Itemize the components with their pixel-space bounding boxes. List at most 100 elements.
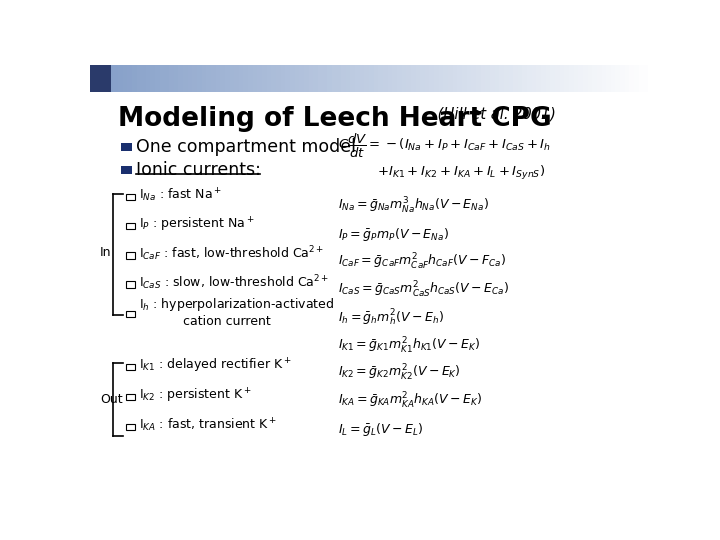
Bar [378, 65, 383, 92]
Bar [141, 65, 145, 92]
Bar [546, 65, 550, 92]
Bar [294, 65, 300, 92]
Bar [504, 65, 508, 92]
Bar [126, 281, 135, 288]
Bar [327, 65, 332, 92]
Bar [462, 65, 467, 92]
Text: I$_{CaS}$ : slow, low-threshold Ca$^{2+}$: I$_{CaS}$ : slow, low-threshold Ca$^{2+}… [138, 274, 329, 293]
Text: $I_{Na} = \bar{g}_{Na} m^3_{Na} h_{Na}(V - E_{Na})$: $I_{Na} = \bar{g}_{Na} m^3_{Na} h_{Na}(V… [338, 196, 490, 216]
Bar [481, 65, 485, 92]
Bar [215, 65, 220, 92]
Bar [290, 65, 294, 92]
Bar [126, 223, 135, 230]
Bar [90, 65, 111, 92]
Text: $I_{K2} = \bar{g}_{K2} m^2_{K2} (V - E_K)$: $I_{K2} = \bar{g}_{K2} m^2_{K2} (V - E_K… [338, 363, 461, 383]
Bar [126, 252, 135, 259]
Bar [318, 65, 323, 92]
Bar [425, 65, 429, 92]
Bar [341, 65, 346, 92]
Bar [266, 65, 271, 92]
Bar [536, 65, 541, 92]
Bar [616, 65, 620, 92]
Bar [574, 65, 578, 92]
Bar [99, 65, 104, 92]
Bar [225, 65, 230, 92]
Bar [415, 65, 420, 92]
Text: $I_h = \bar{g}_h m^2_h (V - E_h)$: $I_h = \bar{g}_h m^2_h (V - E_h)$ [338, 307, 444, 328]
Bar [174, 65, 179, 92]
Text: $C\dfrac{dV}{dt} = -(I_{Na} + I_P + I_{CaF} + I_{CaS} + I_h$: $C\dfrac{dV}{dt} = -(I_{Na} + I_P + I_{C… [338, 132, 552, 160]
Bar [109, 65, 113, 92]
Bar [323, 65, 327, 92]
Bar [355, 65, 360, 92]
Bar [555, 65, 559, 92]
Bar [258, 65, 262, 92]
Bar [304, 65, 309, 92]
Bar [360, 65, 364, 92]
Bar [620, 65, 625, 92]
Bar [126, 424, 135, 430]
Bar [374, 65, 378, 92]
Bar [336, 65, 341, 92]
Bar [179, 65, 183, 92]
Bar [150, 65, 155, 92]
Bar [444, 65, 448, 92]
Bar [601, 65, 606, 92]
Bar [457, 65, 462, 92]
Bar [559, 65, 564, 92]
Bar [118, 65, 122, 92]
Bar [155, 65, 160, 92]
Bar [402, 65, 406, 92]
Bar [332, 65, 336, 92]
Bar [160, 65, 164, 92]
Text: One compartment model: One compartment model [136, 138, 356, 156]
Bar [611, 65, 616, 92]
Bar [309, 65, 313, 92]
Bar [532, 65, 536, 92]
Text: $I_P = \bar{g}_P m_P (V - E_{Na})$: $I_P = \bar{g}_P m_P (V - E_{Na})$ [338, 226, 449, 242]
Bar [126, 364, 135, 370]
Bar [564, 65, 569, 92]
Bar [197, 65, 202, 92]
Bar [145, 65, 150, 92]
Bar [164, 65, 169, 92]
Bar [230, 65, 234, 92]
Bar [127, 65, 132, 92]
Bar [448, 65, 453, 92]
Text: Out: Out [100, 393, 122, 406]
Bar [476, 65, 481, 92]
Bar [276, 65, 281, 92]
Bar [499, 65, 504, 92]
Bar [518, 65, 523, 92]
Text: $+ I_{K1} + I_{K2} + I_{KA} + I_L + I_{SynS})$: $+ I_{K1} + I_{K2} + I_{KA} + I_L + I_{S… [377, 164, 546, 182]
Bar [248, 65, 253, 92]
Bar [220, 65, 225, 92]
Bar [588, 65, 592, 92]
Text: I$_{CaF}$ : fast, low-threshold Ca$^{2+}$: I$_{CaF}$ : fast, low-threshold Ca$^{2+}… [138, 245, 324, 264]
Text: $I_{CaF} = \bar{g}_{CaF} m^2_{CaF} h_{CaF}(V - F_{Ca})$: $I_{CaF} = \bar{g}_{CaF} m^2_{CaF} h_{Ca… [338, 252, 506, 272]
Text: Ionic currents:: Ionic currents: [136, 160, 261, 179]
Bar [644, 65, 648, 92]
Bar [132, 65, 137, 92]
Bar [364, 65, 369, 92]
Text: $I_{KA} = \bar{g}_{KA} m^2_{KA} h_{KA}(V - E_K)$: $I_{KA} = \bar{g}_{KA} m^2_{KA} h_{KA}(V… [338, 391, 482, 411]
Bar [202, 65, 206, 92]
Bar [126, 310, 135, 317]
Bar [346, 65, 351, 92]
Bar [490, 65, 495, 92]
Bar [126, 194, 135, 200]
Bar [434, 65, 438, 92]
Bar [121, 166, 132, 174]
Bar [113, 65, 118, 92]
Bar [392, 65, 397, 92]
Bar [169, 65, 174, 92]
Bar [485, 65, 490, 92]
Bar [629, 65, 634, 92]
Text: I$_{K2}$ : persistent K$^+$: I$_{K2}$ : persistent K$^+$ [138, 386, 251, 404]
Bar [369, 65, 374, 92]
Bar [262, 65, 266, 92]
Text: I$_{K1}$ : delayed rectifier K$^+$: I$_{K1}$ : delayed rectifier K$^+$ [138, 356, 291, 375]
Bar [550, 65, 555, 92]
Bar [541, 65, 546, 92]
Bar [597, 65, 601, 92]
